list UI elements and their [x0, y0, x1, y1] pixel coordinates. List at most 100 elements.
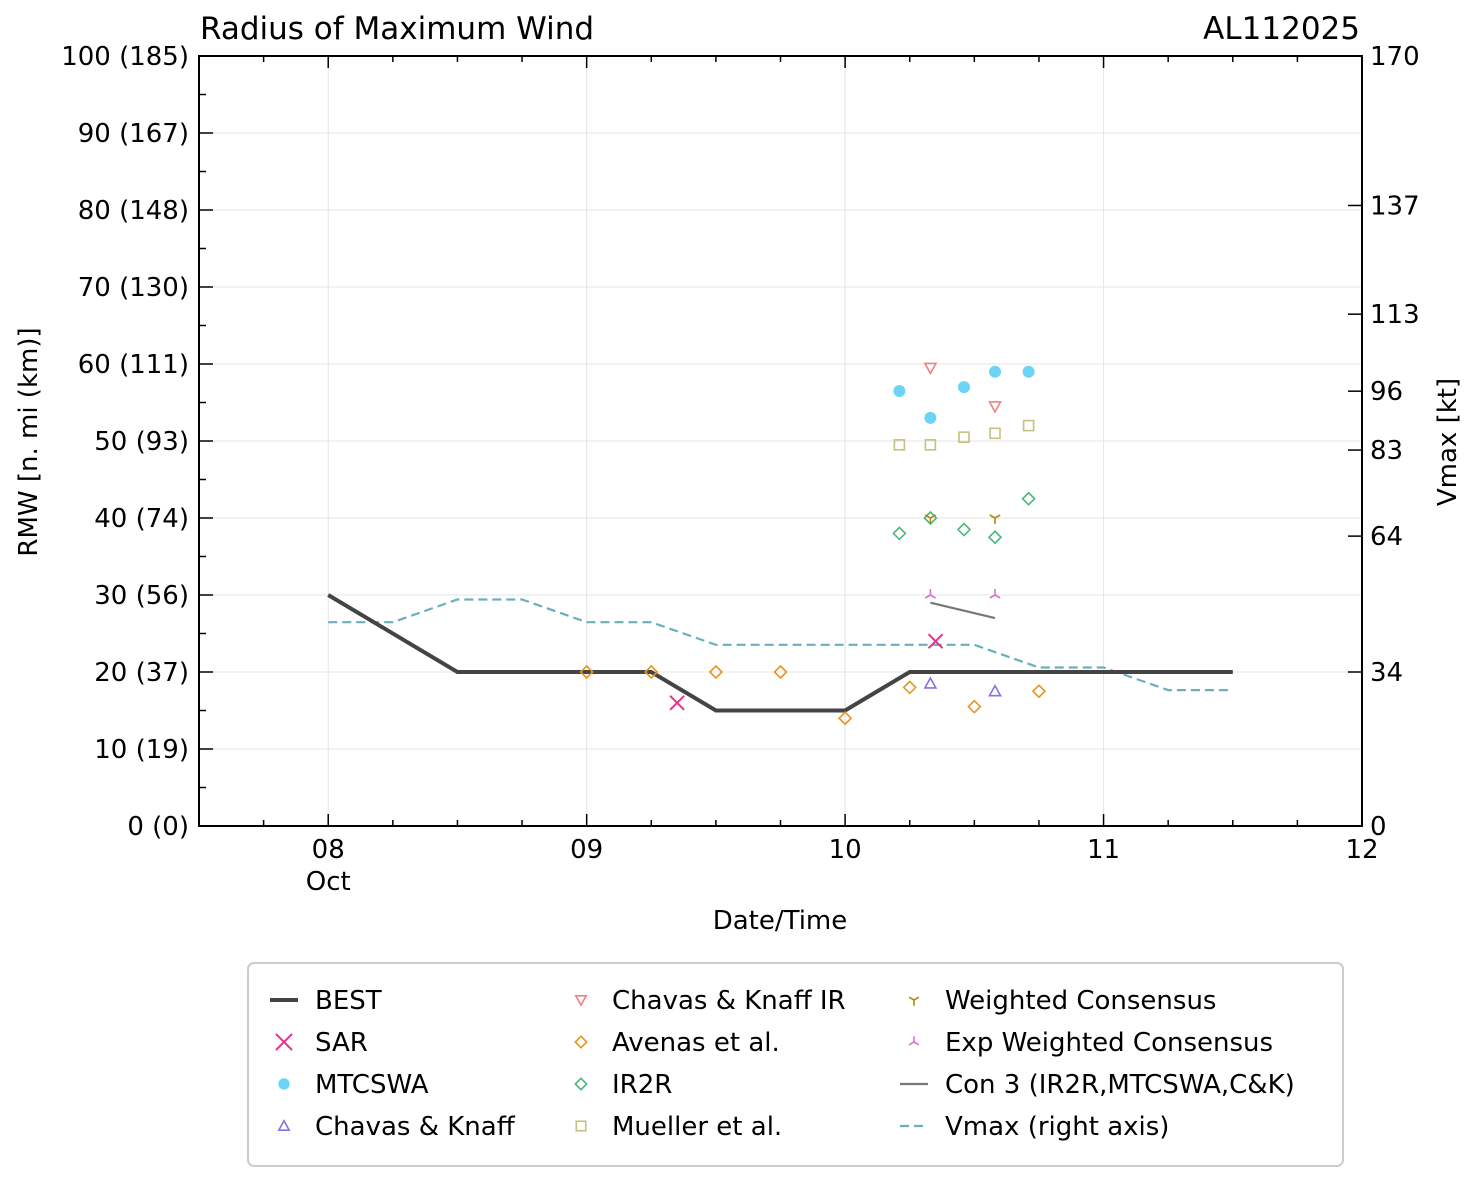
y-tick-label: 100 (185) [61, 42, 189, 72]
series-avenas-et-al-point [1031, 684, 1047, 699]
y-tick-label: 60 (111) [78, 350, 189, 380]
y2-tick-label: 83 [1370, 436, 1403, 466]
series-mueller-et-al-point [893, 439, 906, 451]
y2-tick-label: 0 [1370, 812, 1387, 842]
series-mtcswa-point [1022, 365, 1035, 378]
legend-marker-avenas-et-al [574, 1035, 588, 1049]
series-avenas-et-al-point [644, 664, 659, 680]
series-sar-point [669, 695, 685, 711]
x-tick-label: 12 [1345, 835, 1378, 865]
series-mtcswa-point [924, 411, 937, 424]
legend-label: Mueller et al. [612, 1112, 782, 1142]
chart-title: Radius of Maximum Wind [200, 11, 594, 47]
series-mtcswa-point [893, 384, 906, 397]
series-mueller-et-al-point [958, 431, 970, 443]
plot-area [327, 362, 1233, 726]
y2-tick-label: 64 [1370, 522, 1403, 552]
legend-label: Con 3 (IR2R,MTCSWA,C&K) [945, 1070, 1295, 1100]
legend-marker-sar [275, 1033, 293, 1051]
series-chavas-knaff-ir-point [923, 362, 938, 375]
x-axis-label: Date/Time [713, 906, 848, 936]
y-tick-label: 70 (130) [78, 273, 189, 303]
legend-label: Avenas et al. [612, 1028, 780, 1058]
y2-tick-label: 96 [1370, 377, 1403, 407]
series-mueller-et-al-point [989, 427, 1001, 440]
series-mtcswa-point [957, 381, 970, 394]
x-tick-label: 10 [829, 835, 862, 865]
y2-tick-label: 34 [1370, 658, 1403, 688]
series-weighted-consensus-point [924, 514, 937, 524]
storm-id: AL112025 [1203, 11, 1360, 47]
series-mtcswa-point [989, 365, 1002, 378]
legend-entry-chavas-knaff: Chavas & Knaff [277, 1112, 516, 1142]
series-avenas-et-al-point [579, 664, 594, 680]
series-weighted-consensus-point [989, 514, 1001, 524]
legend-entry-weighted-consensus: Weighted Consensus [908, 986, 1216, 1016]
legend-entry-mueller-et-al: Mueller et al. [575, 1112, 782, 1142]
legend-label: Chavas & Knaff [315, 1112, 516, 1142]
legend: BEST SAR MTCSWA Chavas & Knaff Chavas & Knaf… [247, 962, 1344, 1167]
legend-entry-mtcswa: MTCSWA [278, 1070, 429, 1100]
y2-tick-label: 137 [1370, 191, 1420, 221]
series-ir2r-point [892, 526, 907, 541]
y2-axis-label: Vmax [kt] [1433, 378, 1463, 506]
legend-entry-chavas-knaff-ir: Chavas & Knaff IR [574, 986, 846, 1016]
y-tick-label: 10 (19) [94, 735, 189, 765]
legend-marker-exp-weighted-consensus [908, 1036, 920, 1046]
series-ir2r-point [956, 522, 972, 537]
legend-marker-ir2r [574, 1077, 588, 1091]
series-mueller-et-al-point [924, 439, 937, 451]
series-ir2r-point [987, 530, 1003, 545]
series-sar-point [927, 633, 944, 649]
y-tick-label: 30 (56) [94, 581, 189, 611]
series-avenas-et-al-point [837, 711, 853, 726]
legend-label: Vmax (right axis) [945, 1112, 1169, 1142]
x-tick-label: 09 [570, 835, 603, 865]
series-ir2r-point [1021, 491, 1036, 506]
y-tick-label: 20 (37) [94, 658, 189, 688]
y2-tick-label: 170 [1370, 42, 1420, 72]
series-avenas-et-al-point [773, 664, 788, 680]
legend-entry-best: BEST [270, 986, 382, 1016]
series-avenas-et-al-point [708, 664, 724, 680]
legend-frame [247, 962, 1344, 1167]
legend-marker-weighted-consensus [908, 996, 920, 1006]
series-best-line [327, 593, 1233, 713]
legend-marker-mtcswa [278, 1078, 290, 1090]
y-axis-label: RMW [n. mi (km)] [14, 327, 44, 556]
legend-entry-avenas-et-al: Avenas et al. [574, 1028, 780, 1058]
x-tick-label: 11 [1087, 835, 1120, 865]
legend-entry-con-3-ir2r-mtcswa-c-k: Con 3 (IR2R,MTCSWA,C&K) [900, 1070, 1295, 1100]
series-chavas-knaff-point [923, 676, 938, 689]
legend-label: BEST [315, 986, 382, 1016]
legend-label: IR2R [612, 1070, 672, 1100]
series-exp-weighted-consensus-point [924, 589, 937, 599]
legend-entry-vmax-right-axis: Vmax (right axis) [900, 1112, 1169, 1142]
series-chavas-knaff-point [988, 684, 1002, 697]
series-mueller-et-al-point [1022, 419, 1035, 432]
legend-marker-chavas-knaff [277, 1119, 291, 1131]
legend-label: Chavas & Knaff IR [612, 986, 846, 1016]
x-tick-label: 08 [312, 835, 345, 865]
legend-marker-chavas-knaff-ir [574, 995, 588, 1007]
series-con-3-ir2r-mtcswa-c-k-line [930, 601, 996, 620]
legend-label: Exp Weighted Consensus [945, 1028, 1273, 1058]
legend-entry-exp-weighted-consensus: Exp Weighted Consensus [908, 1028, 1273, 1058]
legend-entry-sar: SAR [275, 1028, 368, 1058]
y-tick-label: 0 (0) [127, 812, 189, 842]
x-tick-sublabel: Oct [306, 867, 351, 897]
legend-label: Weighted Consensus [945, 986, 1216, 1016]
y-tick-label: 90 (167) [78, 119, 189, 149]
y2-tick-label: 113 [1370, 300, 1420, 330]
legend-label: MTCSWA [315, 1070, 429, 1100]
series-avenas-et-al-point [902, 680, 917, 695]
legend-entry-ir2r: IR2R [574, 1070, 672, 1100]
series-exp-weighted-consensus-point [989, 589, 1001, 599]
y-tick-label: 40 (74) [94, 504, 189, 534]
series-chavas-knaff-ir-point [988, 401, 1002, 414]
y-tick-label: 80 (148) [78, 196, 189, 226]
y-tick-label: 50 (93) [94, 427, 189, 457]
series-vmax-right-axis-line [328, 598, 1233, 692]
